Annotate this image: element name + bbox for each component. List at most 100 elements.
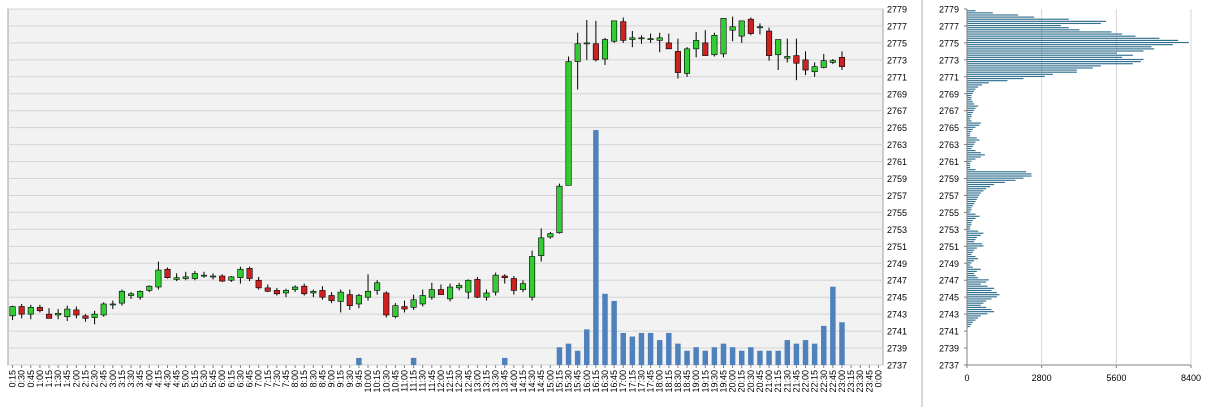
profile-bar bbox=[967, 268, 981, 270]
x-tick-label: 16:15 bbox=[591, 370, 601, 393]
candle-body bbox=[64, 308, 71, 317]
x-tick-label: 5:15 bbox=[190, 370, 200, 388]
candle-body bbox=[465, 279, 472, 293]
volume-bar bbox=[638, 332, 645, 365]
candle bbox=[146, 285, 153, 293]
x-tick-label: 10:45 bbox=[390, 370, 400, 393]
volume-profile-series bbox=[967, 10, 1189, 328]
profile-bar bbox=[967, 270, 977, 272]
profile-bar bbox=[967, 111, 973, 114]
candle-body bbox=[775, 39, 782, 56]
x-tick-label: 0:30 bbox=[17, 370, 27, 388]
x-tick-label: 4:00 bbox=[144, 370, 154, 388]
profile-bar bbox=[967, 198, 977, 200]
candle-body bbox=[164, 268, 171, 278]
profile-y-tick-label: 2749 bbox=[939, 259, 959, 269]
y-tick-label: 2751 bbox=[887, 242, 907, 252]
profile-bar bbox=[967, 90, 975, 92]
candle-body bbox=[529, 256, 536, 298]
y-tick-label: 2739 bbox=[887, 344, 907, 354]
candle-body bbox=[128, 293, 135, 296]
profile-y-tick-label: 2759 bbox=[939, 174, 959, 184]
candle-body bbox=[601, 39, 609, 60]
x-tick-label: 12:30 bbox=[454, 370, 464, 393]
x-tick-label: 7:45 bbox=[281, 370, 291, 388]
candle bbox=[702, 30, 709, 56]
candle bbox=[483, 289, 490, 301]
candle bbox=[18, 303, 25, 319]
y-tick-label: 2769 bbox=[887, 89, 907, 99]
volume-bar bbox=[410, 357, 417, 365]
y-tick-label: 2773 bbox=[887, 55, 907, 65]
profile-bar bbox=[967, 71, 1077, 73]
candle bbox=[766, 27, 773, 61]
profile-bar bbox=[967, 14, 1019, 16]
candle-body bbox=[456, 285, 463, 289]
candle bbox=[793, 38, 800, 81]
profile-bar bbox=[967, 10, 976, 12]
candle bbox=[465, 279, 472, 299]
profile-bar bbox=[967, 277, 979, 279]
x-tick-label: 17:15 bbox=[627, 370, 637, 393]
profile-y-tick-label: 2765 bbox=[939, 123, 959, 133]
candle-body bbox=[793, 55, 800, 64]
candle bbox=[592, 20, 599, 62]
x-tick-label: 13:45 bbox=[500, 370, 510, 393]
profile-bar bbox=[967, 143, 975, 145]
profile-bar bbox=[967, 56, 1123, 58]
candle bbox=[55, 309, 62, 320]
profile-bar bbox=[967, 173, 1032, 175]
y-tick-label: 2763 bbox=[887, 140, 907, 150]
profile-bar bbox=[967, 236, 977, 239]
candle-body bbox=[292, 286, 299, 290]
candle bbox=[456, 282, 463, 291]
candle bbox=[538, 228, 545, 262]
candle-body bbox=[55, 312, 62, 316]
candle-body bbox=[638, 37, 645, 40]
profile-bar bbox=[967, 194, 980, 196]
profile-bar bbox=[967, 86, 979, 88]
profile-bar bbox=[967, 196, 979, 198]
profile-bar bbox=[967, 209, 972, 211]
candle bbox=[200, 271, 207, 278]
y-tick-label: 2771 bbox=[887, 72, 907, 82]
x-tick-label: 22:45 bbox=[828, 370, 838, 393]
profile-bar bbox=[967, 213, 976, 215]
x-tick-label: 10:15 bbox=[372, 370, 382, 393]
candle-body bbox=[200, 274, 207, 277]
x-tick-label: 13:00 bbox=[472, 370, 482, 393]
candle bbox=[182, 271, 189, 281]
candle-body bbox=[665, 42, 672, 50]
profile-bar bbox=[967, 294, 1000, 296]
candle-body bbox=[109, 303, 116, 306]
profile-bar bbox=[967, 20, 1107, 22]
profile-bar bbox=[967, 323, 972, 325]
x-tick-label: 20:00 bbox=[728, 370, 738, 393]
candle bbox=[273, 287, 280, 296]
candle-body bbox=[629, 37, 636, 40]
x-tick-label: 17:30 bbox=[636, 370, 646, 393]
profile-y-tick-label: 2745 bbox=[939, 293, 959, 303]
candle bbox=[319, 286, 326, 300]
volume-bar bbox=[565, 343, 572, 365]
candle bbox=[565, 56, 572, 186]
profile-y-tick-label: 2741 bbox=[939, 327, 959, 337]
x-tick-label: 14:00 bbox=[509, 370, 519, 393]
candle-body bbox=[483, 292, 490, 298]
candle-body bbox=[337, 291, 344, 302]
volume-bar bbox=[656, 340, 663, 365]
profile-bar bbox=[967, 61, 1141, 63]
x-tick-label: 15:45 bbox=[573, 370, 583, 393]
volume-bar bbox=[811, 343, 818, 365]
candle-body bbox=[711, 34, 718, 56]
x-tick-label: 14:45 bbox=[536, 370, 546, 393]
profile-y-tick-label: 2743 bbox=[939, 310, 959, 320]
profile-bar bbox=[967, 31, 1112, 33]
x-tick-label: 12:15 bbox=[445, 370, 455, 393]
profile-y-tick-label: 2777 bbox=[939, 21, 959, 31]
candle bbox=[738, 20, 745, 43]
candle-body bbox=[428, 289, 435, 298]
profile-y-tick-label: 2769 bbox=[939, 89, 959, 99]
candle-body bbox=[255, 279, 262, 289]
